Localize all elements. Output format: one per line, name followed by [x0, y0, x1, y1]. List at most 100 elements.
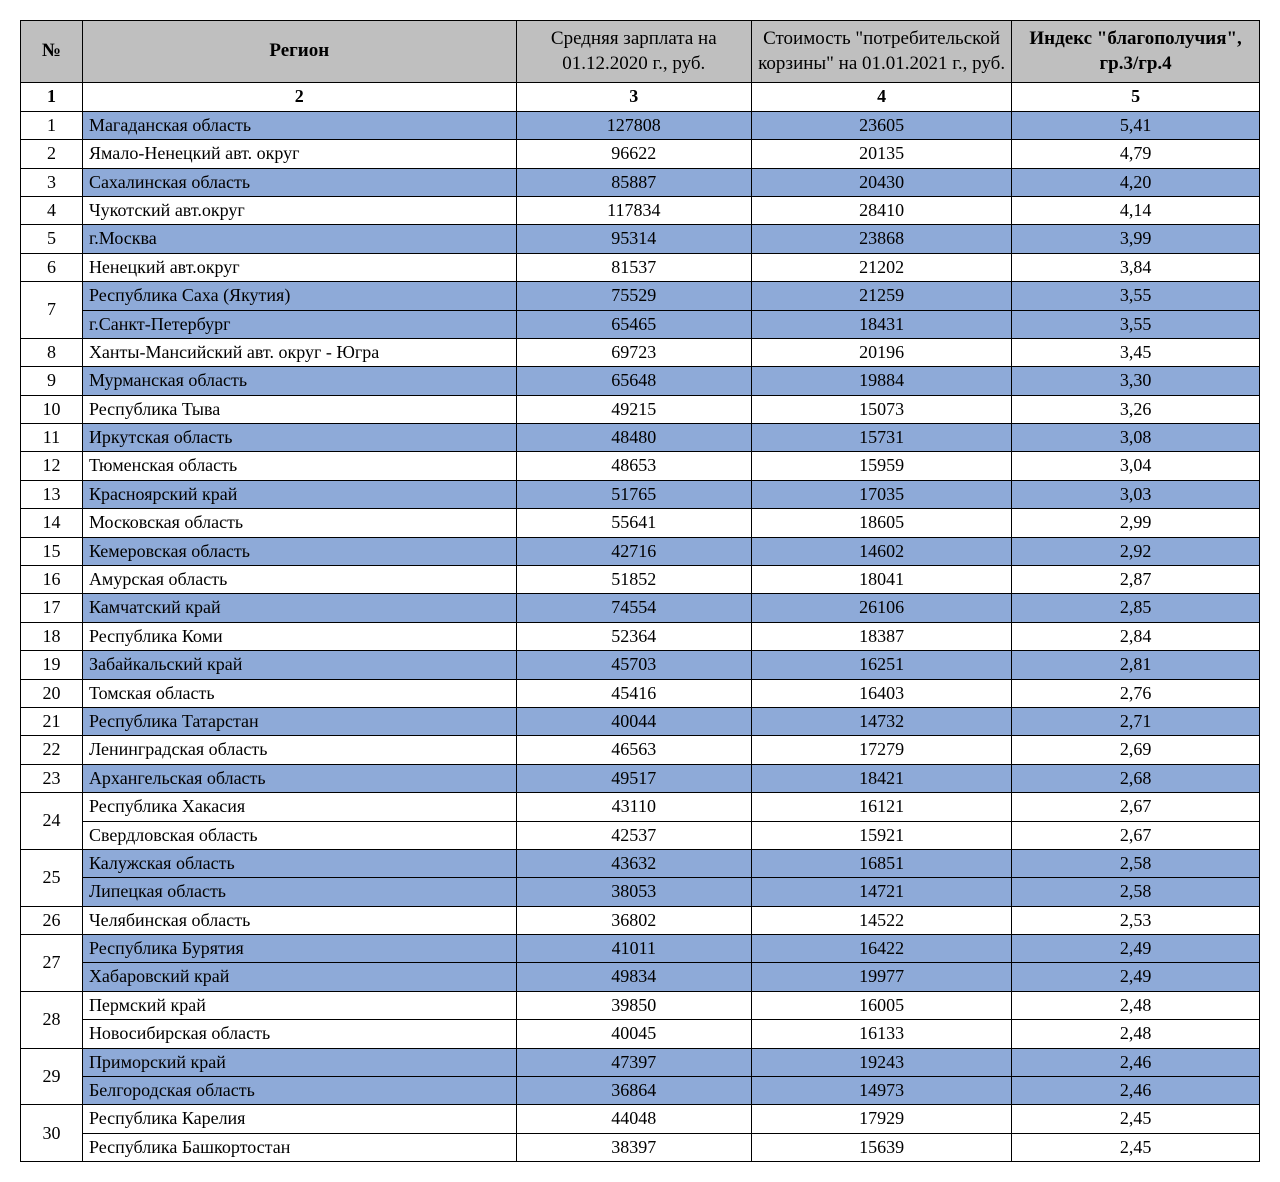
- cell-region: Магаданская область: [82, 111, 516, 139]
- cell-basket: 23868: [751, 225, 1011, 253]
- column-numbers-row: 1 2 3 4 5: [21, 83, 1260, 111]
- cell-index: 3,45: [1012, 338, 1260, 366]
- cell-region: Республика Карелия: [82, 1105, 516, 1133]
- table-row: 15Кемеровская область42716146022,92: [21, 537, 1260, 565]
- colnum-2: 2: [82, 83, 516, 111]
- table-row: 8Ханты-Мансийский авт. округ - Югра69723…: [21, 338, 1260, 366]
- cell-salary: 95314: [516, 225, 751, 253]
- cell-salary: 51765: [516, 480, 751, 508]
- cell-index: 2,67: [1012, 821, 1260, 849]
- cell-num: 15: [21, 537, 83, 565]
- cell-basket: 16422: [751, 935, 1011, 963]
- cell-index: 2,58: [1012, 849, 1260, 877]
- table-row: 5г.Москва95314238683,99: [21, 225, 1260, 253]
- cell-basket: 16251: [751, 651, 1011, 679]
- cell-salary: 74554: [516, 594, 751, 622]
- header-num: №: [21, 21, 83, 83]
- cell-region: Чукотский авт.округ: [82, 196, 516, 224]
- cell-num: 14: [21, 509, 83, 537]
- table-header: № Регион Средняя зарплата на 01.12.2020 …: [21, 21, 1260, 83]
- cell-index: 2,49: [1012, 935, 1260, 963]
- cell-index: 2,67: [1012, 793, 1260, 821]
- table-row: Новосибирская область40045161332,48: [21, 1020, 1260, 1048]
- cell-region: Ленинградская область: [82, 736, 516, 764]
- table-body: 1 2 3 4 5 1Магаданская область1278082360…: [21, 83, 1260, 1162]
- cell-salary: 46563: [516, 736, 751, 764]
- table-row: 27Республика Бурятия41011164222,49: [21, 935, 1260, 963]
- cell-basket: 15921: [751, 821, 1011, 849]
- table-row: 17Камчатский край74554261062,85: [21, 594, 1260, 622]
- cell-num: 22: [21, 736, 83, 764]
- cell-index: 3,55: [1012, 282, 1260, 310]
- cell-region: Кемеровская область: [82, 537, 516, 565]
- cell-num: 27: [21, 935, 83, 992]
- cell-salary: 36802: [516, 906, 751, 934]
- table-row: г.Санкт-Петербург65465184313,55: [21, 310, 1260, 338]
- cell-index: 2,69: [1012, 736, 1260, 764]
- cell-basket: 17929: [751, 1105, 1011, 1133]
- cell-region: Калужская область: [82, 849, 516, 877]
- cell-index: 2,85: [1012, 594, 1260, 622]
- cell-salary: 40045: [516, 1020, 751, 1048]
- cell-region: Забайкальский край: [82, 651, 516, 679]
- cell-region: Пермский край: [82, 991, 516, 1019]
- cell-basket: 14732: [751, 707, 1011, 735]
- cell-region: Томская область: [82, 679, 516, 707]
- cell-index: 2,92: [1012, 537, 1260, 565]
- cell-salary: 69723: [516, 338, 751, 366]
- cell-region: г.Санкт-Петербург: [82, 310, 516, 338]
- table-row: Липецкая область38053147212,58: [21, 878, 1260, 906]
- table-row: 6Ненецкий авт.округ81537212023,84: [21, 253, 1260, 281]
- cell-salary: 36864: [516, 1077, 751, 1105]
- cell-region: Иркутская область: [82, 424, 516, 452]
- table-row: Хабаровский край49834199772,49: [21, 963, 1260, 991]
- cell-salary: 45416: [516, 679, 751, 707]
- cell-index: 3,30: [1012, 367, 1260, 395]
- cell-num: 17: [21, 594, 83, 622]
- cell-index: 3,99: [1012, 225, 1260, 253]
- cell-num: 16: [21, 566, 83, 594]
- cell-salary: 75529: [516, 282, 751, 310]
- table-row: 13Красноярский край51765170353,03: [21, 480, 1260, 508]
- cell-salary: 85887: [516, 168, 751, 196]
- cell-index: 2,46: [1012, 1048, 1260, 1076]
- table-row: 30Республика Карелия44048179292,45: [21, 1105, 1260, 1133]
- cell-index: 2,45: [1012, 1105, 1260, 1133]
- header-basket: Стоимость "потребительской корзины" на 0…: [751, 21, 1011, 83]
- cell-num: 18: [21, 622, 83, 650]
- cell-salary: 127808: [516, 111, 751, 139]
- cell-basket: 18605: [751, 509, 1011, 537]
- cell-basket: 21202: [751, 253, 1011, 281]
- table-row: 18Республика Коми52364183872,84: [21, 622, 1260, 650]
- cell-salary: 38397: [516, 1133, 751, 1161]
- cell-basket: 23605: [751, 111, 1011, 139]
- cell-region: Республика Хакасия: [82, 793, 516, 821]
- header-salary: Средняя зарплата на 01.12.2020 г., руб.: [516, 21, 751, 83]
- cell-basket: 14602: [751, 537, 1011, 565]
- header-index: Индекс "благополучия", гр.3/гр.4: [1012, 21, 1260, 83]
- cell-basket: 14522: [751, 906, 1011, 934]
- cell-salary: 43632: [516, 849, 751, 877]
- table-row: 29Приморский край47397192432,46: [21, 1048, 1260, 1076]
- cell-basket: 17035: [751, 480, 1011, 508]
- cell-index: 3,04: [1012, 452, 1260, 480]
- table-row: 4Чукотский авт.округ117834284104,14: [21, 196, 1260, 224]
- cell-num: 20: [21, 679, 83, 707]
- cell-salary: 52364: [516, 622, 751, 650]
- cell-index: 2,48: [1012, 991, 1260, 1019]
- table-row: 11Иркутская область48480157313,08: [21, 424, 1260, 452]
- table-row: Свердловская область42537159212,67: [21, 821, 1260, 849]
- cell-salary: 47397: [516, 1048, 751, 1076]
- cell-salary: 96622: [516, 140, 751, 168]
- cell-region: Республика Коми: [82, 622, 516, 650]
- cell-index: 3,84: [1012, 253, 1260, 281]
- cell-basket: 18431: [751, 310, 1011, 338]
- cell-index: 2,68: [1012, 764, 1260, 792]
- table-row: 19Забайкальский край45703162512,81: [21, 651, 1260, 679]
- cell-index: 2,49: [1012, 963, 1260, 991]
- cell-salary: 117834: [516, 196, 751, 224]
- cell-index: 3,08: [1012, 424, 1260, 452]
- cell-basket: 19243: [751, 1048, 1011, 1076]
- table-row: 9Мурманская область65648198843,30: [21, 367, 1260, 395]
- cell-num: 21: [21, 707, 83, 735]
